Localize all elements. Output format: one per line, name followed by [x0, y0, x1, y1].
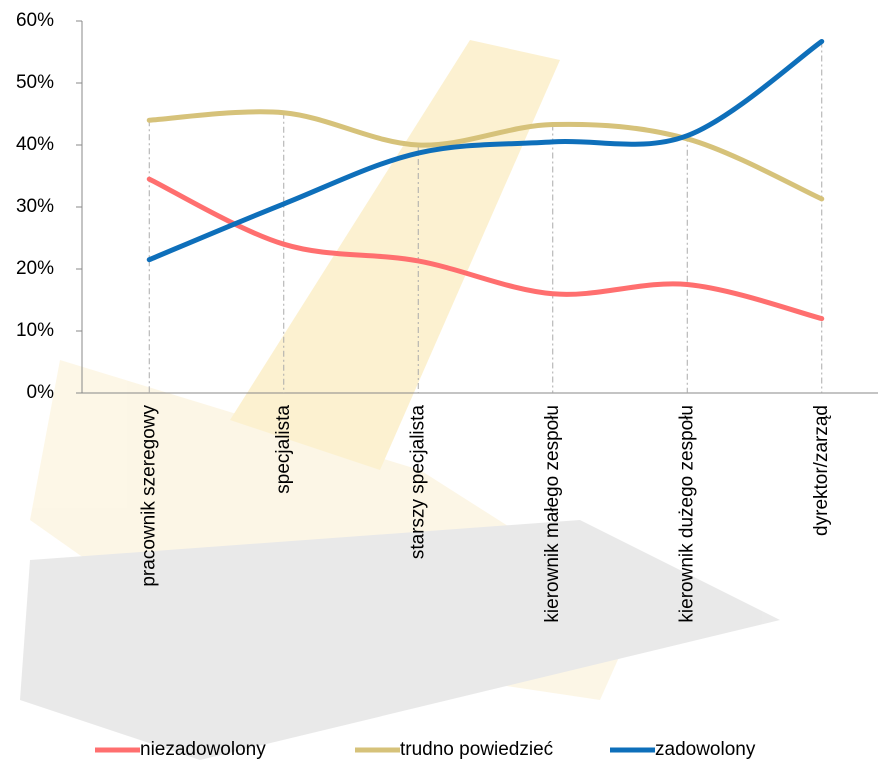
x-tick-label: kierownik małego zespołu — [542, 405, 563, 623]
series-line — [146, 176, 825, 322]
y-tick-label: 30% — [16, 196, 54, 217]
x-tick-label: starszy specjalista — [407, 405, 428, 560]
x-tick-label: kierownik dużego zespołu — [676, 405, 697, 623]
y-tick-label: 40% — [16, 134, 54, 155]
legend-label: zadowolony — [655, 739, 756, 760]
x-tick-label: pracownik szeregowy — [138, 405, 159, 587]
x-tick-label: dyrektor/zarząd — [811, 405, 832, 536]
series-line — [146, 38, 825, 263]
legend-label: niezadowolony — [140, 739, 266, 760]
x-tick-label: specjalista — [273, 405, 294, 494]
y-tick-label: 20% — [16, 258, 54, 279]
watermark — [20, 40, 780, 760]
y-tick-label: 10% — [16, 320, 54, 341]
y-tick-label: 0% — [27, 382, 55, 403]
y-tick-label: 50% — [16, 72, 54, 93]
series-line — [146, 109, 825, 202]
y-tick-label: 60% — [16, 10, 54, 31]
legend-label: trudno powiedzieć — [400, 739, 553, 760]
